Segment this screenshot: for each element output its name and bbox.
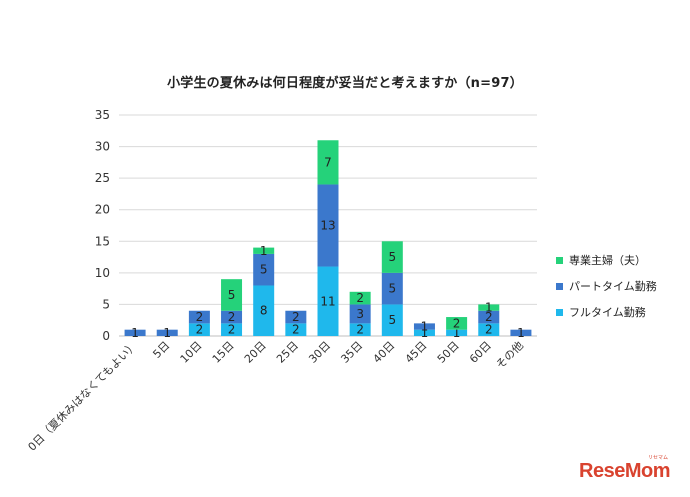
data-label: 2 — [485, 323, 493, 337]
bar-segment — [188, 323, 210, 336]
bar-segment — [349, 291, 371, 305]
data-label: 1 — [421, 326, 429, 340]
legend-label: 専業主婦（夫） — [569, 254, 646, 267]
data-label: 2 — [356, 291, 364, 305]
legend-label: パートタイム勤務 — [569, 280, 657, 293]
bar-segment — [156, 329, 178, 336]
x-tick-label: 50日 — [435, 339, 462, 366]
bar-segment — [510, 329, 532, 336]
x-tick-label: 0日（夏休みはなくてもよい） — [26, 339, 141, 454]
data-label: 5 — [388, 250, 396, 264]
y-tick-label: 25 — [95, 171, 110, 185]
x-tick-label: 40日 — [371, 339, 398, 366]
bar-segment — [317, 184, 339, 267]
chart-title: 小学生の夏休みは何日程度が妥当だと考えますか（n=97） — [167, 76, 523, 91]
data-label: 2 — [228, 323, 236, 337]
data-label: 1 — [131, 326, 139, 340]
x-tick-label: 15日 — [210, 339, 237, 366]
legend: 専業主婦（夫） パートタイム勤務 フルタイム勤務 — [556, 252, 657, 330]
bar-segment — [446, 317, 468, 330]
data-label: 13 — [320, 219, 335, 233]
data-label: 5 — [228, 288, 236, 302]
x-tick-label: その他 — [494, 339, 527, 372]
bar-segment — [381, 241, 403, 273]
bar-segment — [478, 323, 500, 336]
data-label: 1 — [517, 326, 525, 340]
bar-segment — [188, 310, 210, 324]
data-label: 5 — [388, 282, 396, 296]
bar-segment — [413, 329, 435, 336]
data-label: 1 — [421, 320, 429, 334]
data-label: 7 — [324, 155, 332, 169]
data-label: 1 — [485, 301, 493, 315]
x-tick-label: 35日 — [338, 339, 365, 366]
data-label: 2 — [453, 316, 461, 330]
legend-item: フルタイム勤務 — [556, 304, 657, 320]
bar-segment — [478, 310, 500, 324]
y-tick-label: 0 — [102, 329, 110, 343]
data-label: 2 — [292, 310, 300, 324]
bar-segment — [349, 304, 371, 324]
x-tick-label: 5日 — [150, 339, 172, 361]
data-label: 5 — [260, 263, 268, 277]
bar-segment — [446, 329, 468, 336]
data-label: 2 — [196, 310, 204, 324]
legend-label: フルタイム勤務 — [569, 306, 646, 319]
bar-segment — [221, 279, 243, 311]
x-tick-label: 20日 — [242, 339, 269, 366]
data-label: 11 — [320, 294, 335, 308]
data-label: 2 — [485, 310, 493, 324]
data-label: 1 — [260, 244, 268, 258]
bar-segment — [221, 310, 243, 324]
y-tick-label: 5 — [102, 297, 110, 311]
bar-segment — [124, 329, 146, 336]
legend-swatch — [556, 282, 563, 290]
bar-segment — [317, 266, 339, 336]
data-label: 3 — [356, 307, 364, 321]
x-tick-label: 25日 — [274, 339, 301, 366]
bar-segment — [221, 323, 243, 336]
y-tick-label: 30 — [95, 140, 110, 154]
data-label: 2 — [196, 323, 204, 337]
legend-item: 専業主婦（夫） — [556, 252, 657, 268]
legend-swatch — [556, 308, 563, 316]
legend-item: パートタイム勤務 — [556, 278, 657, 294]
resemom-logo-ruby: リセマム — [648, 455, 669, 461]
resemom-logo: ReseMom — [579, 460, 670, 482]
legend-swatch — [556, 256, 563, 264]
data-label: 1 — [453, 326, 461, 340]
bar-segment — [381, 272, 403, 305]
data-label: 5 — [388, 313, 396, 327]
data-label: 2 — [292, 323, 300, 337]
bar-segment — [285, 323, 307, 336]
x-tick-label: 10日 — [178, 339, 205, 366]
y-tick-label: 20 — [95, 203, 110, 217]
bar-segment — [253, 253, 275, 286]
data-label: 8 — [260, 304, 268, 318]
bar-segment — [253, 285, 275, 336]
bar-segment — [478, 304, 500, 311]
x-tick-label: 30日 — [306, 339, 333, 366]
data-label: 2 — [356, 323, 364, 337]
x-tick-label: 60日 — [467, 339, 494, 366]
bar-segment — [381, 304, 403, 336]
y-tick-label: 10 — [95, 266, 110, 280]
bar-segment — [285, 310, 307, 324]
bar-segment — [349, 323, 371, 336]
bar-segment — [253, 247, 275, 254]
bar-segment — [413, 323, 435, 330]
data-label: 1 — [163, 326, 171, 340]
bar-segment — [317, 140, 339, 185]
y-tick-label: 15 — [95, 234, 110, 248]
data-label: 2 — [228, 310, 236, 324]
y-tick-label: 35 — [95, 108, 110, 122]
x-tick-label: 45日 — [403, 339, 430, 366]
